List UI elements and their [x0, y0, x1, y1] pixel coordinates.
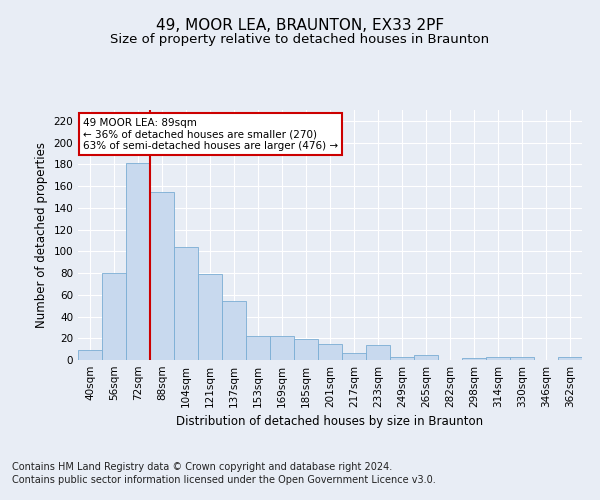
Bar: [270, 336, 294, 360]
Y-axis label: Number of detached properties: Number of detached properties: [35, 142, 48, 328]
Bar: [198, 274, 222, 360]
X-axis label: Distribution of detached houses by size in Braunton: Distribution of detached houses by size …: [176, 416, 484, 428]
Bar: [558, 356, 582, 360]
Bar: [174, 247, 198, 360]
Bar: [414, 354, 438, 360]
Bar: [102, 273, 126, 360]
Bar: [150, 192, 174, 360]
Bar: [462, 358, 486, 360]
Bar: [342, 354, 366, 360]
Bar: [318, 344, 342, 360]
Text: 49, MOOR LEA, BRAUNTON, EX33 2PF: 49, MOOR LEA, BRAUNTON, EX33 2PF: [156, 18, 444, 32]
Bar: [366, 345, 390, 360]
Bar: [246, 336, 270, 360]
Bar: [390, 356, 414, 360]
Text: 49 MOOR LEA: 89sqm
← 36% of detached houses are smaller (270)
63% of semi-detach: 49 MOOR LEA: 89sqm ← 36% of detached hou…: [83, 118, 338, 150]
Bar: [126, 164, 150, 360]
Bar: [78, 350, 102, 360]
Bar: [294, 340, 318, 360]
Text: Size of property relative to detached houses in Braunton: Size of property relative to detached ho…: [110, 32, 490, 46]
Bar: [486, 356, 510, 360]
Bar: [222, 302, 246, 360]
Text: Contains public sector information licensed under the Open Government Licence v3: Contains public sector information licen…: [12, 475, 436, 485]
Bar: [510, 356, 534, 360]
Text: Contains HM Land Registry data © Crown copyright and database right 2024.: Contains HM Land Registry data © Crown c…: [12, 462, 392, 472]
